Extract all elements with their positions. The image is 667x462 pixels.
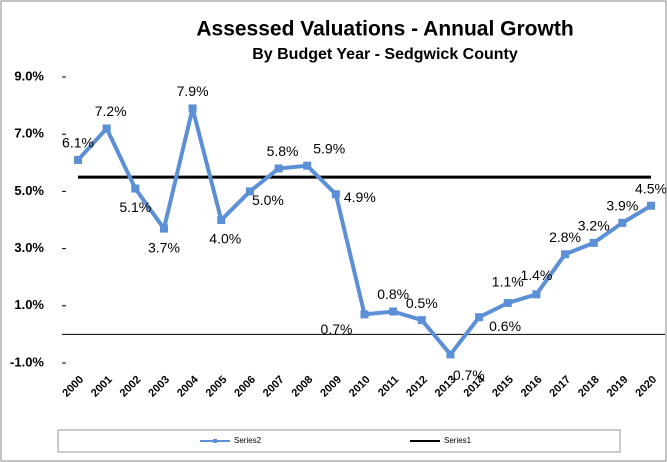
- data-label: 4.5%: [635, 180, 667, 196]
- data-label: 3.2%: [578, 218, 610, 234]
- marker: [561, 250, 570, 259]
- marker: [274, 164, 283, 173]
- x-tick-label: 2008: [290, 374, 316, 400]
- data-label: 4.0%: [209, 231, 241, 247]
- x-tick-label: 2010: [347, 374, 373, 400]
- y-tick-label: 3.0%: [14, 240, 44, 255]
- chart-subtitle: By Budget Year - Sedgwick County: [252, 46, 518, 63]
- data-label: 1.1%: [492, 274, 524, 290]
- marker: [475, 313, 484, 322]
- data-label: 4.9%: [344, 189, 376, 205]
- x-tick-label: 2017: [547, 374, 573, 400]
- marker: [360, 310, 369, 319]
- legend-label: Series1: [444, 436, 472, 445]
- marker: [389, 307, 398, 316]
- marker: [217, 216, 226, 224]
- x-tick-label: 2003: [146, 374, 172, 400]
- marker: [331, 190, 340, 199]
- data-label: 5.1%: [119, 199, 151, 215]
- marker: [618, 218, 627, 227]
- y-tick-label: -1.0%: [10, 354, 44, 369]
- legend-marker: [213, 439, 217, 443]
- x-tick-label: 2006: [232, 374, 258, 400]
- data-label: 7.9%: [177, 83, 209, 99]
- data-label: 3.9%: [606, 198, 638, 214]
- marker: [446, 350, 455, 359]
- data-label: 2.8%: [549, 229, 581, 245]
- x-tick-label: 2020: [633, 374, 659, 400]
- x-tick-label: 2007: [261, 374, 287, 400]
- x-tick-label: 2015: [490, 374, 516, 400]
- data-label: 6.1%: [62, 135, 94, 151]
- data-label: 0.7%: [321, 321, 353, 337]
- data-label: 3.7%: [148, 239, 180, 255]
- marker: [245, 187, 254, 196]
- legend-label: Series2: [234, 436, 262, 445]
- x-tick-label: 2012: [404, 374, 430, 400]
- marker: [102, 124, 111, 133]
- data-label: 5.0%: [252, 192, 284, 208]
- marker: [131, 184, 140, 193]
- x-tick-label: 2016: [519, 374, 545, 400]
- data-label: 7.2%: [95, 103, 127, 119]
- data-label: 5.8%: [267, 143, 299, 159]
- marker: [647, 201, 655, 210]
- x-tick-label: 2019: [605, 374, 631, 400]
- data-label: 0.5%: [406, 295, 438, 311]
- marker: [589, 238, 598, 247]
- marker: [532, 290, 541, 299]
- x-tick-label: 2009: [318, 374, 344, 400]
- x-tick-label: 2011: [376, 374, 401, 399]
- x-tick-label: 2004: [175, 373, 201, 399]
- chart-title: Assessed Valuations - Annual Growth: [196, 18, 573, 41]
- data-label: 5.9%: [313, 140, 345, 156]
- marker: [159, 224, 168, 233]
- y-tick-label: 9.0%: [14, 68, 44, 83]
- x-tick-label: 2002: [118, 374, 144, 400]
- legend-box: [57, 429, 621, 453]
- marker: [74, 155, 82, 164]
- x-tick-label: 2018: [576, 374, 602, 400]
- x-tick-label: 2001: [89, 374, 115, 400]
- data-label: 0.6%: [489, 318, 521, 334]
- y-tick-label: 1.0%: [14, 297, 44, 312]
- y-tick-label: 7.0%: [14, 126, 44, 141]
- marker: [303, 161, 312, 170]
- y-tick-label: 5.0%: [14, 183, 44, 198]
- marker: [417, 316, 426, 325]
- x-tick-label: 2000: [60, 374, 86, 400]
- data-label: 0.8%: [377, 286, 409, 302]
- data-label: -0.7%: [448, 367, 485, 383]
- marker: [503, 298, 512, 307]
- data-label: 1.4%: [520, 267, 552, 283]
- marker: [188, 104, 197, 113]
- x-tick-label: 2005: [204, 374, 230, 400]
